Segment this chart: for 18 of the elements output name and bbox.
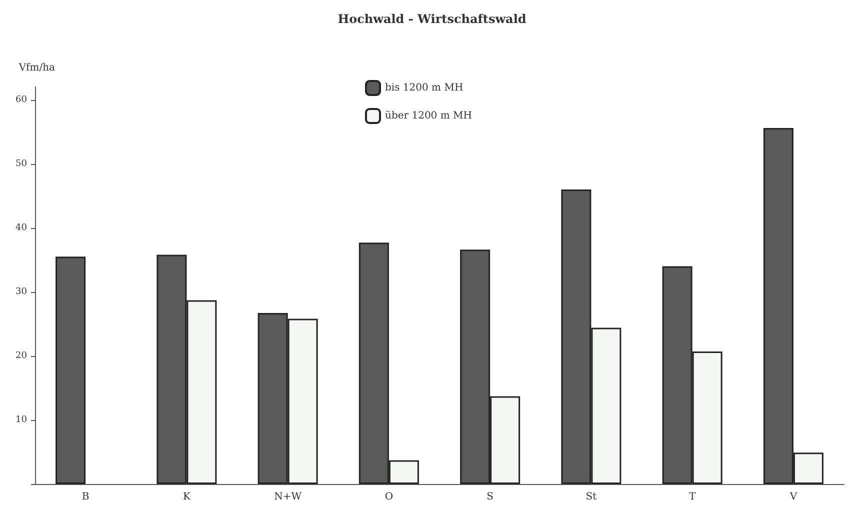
y-axis-title: Vfm/ha bbox=[18, 62, 56, 74]
x-tick-label: V bbox=[788, 492, 798, 502]
legend-label: über 1200 m MH bbox=[385, 110, 472, 122]
y-tick-label: 40 bbox=[16, 222, 28, 233]
y-tick-label: 60 bbox=[16, 94, 28, 105]
y-tick-label: 10 bbox=[16, 414, 28, 425]
y-tick-label: 30 bbox=[16, 286, 28, 297]
x-tick-label: S bbox=[486, 492, 494, 502]
x-tick-label: B bbox=[82, 492, 90, 502]
x-tick-label: T bbox=[688, 492, 696, 502]
chart-title: Hochwald - Wirtschaftswald bbox=[338, 12, 527, 26]
legend-label: bis 1200 m MH bbox=[385, 82, 464, 94]
x-tick-label: St bbox=[586, 492, 597, 502]
y-tick-label: 20 bbox=[16, 350, 28, 361]
x-tick-label: K bbox=[182, 492, 191, 502]
x-tick-label: N+W bbox=[274, 492, 302, 502]
y-tick-label: 50 bbox=[16, 158, 28, 169]
x-tick-label: O bbox=[384, 492, 394, 502]
